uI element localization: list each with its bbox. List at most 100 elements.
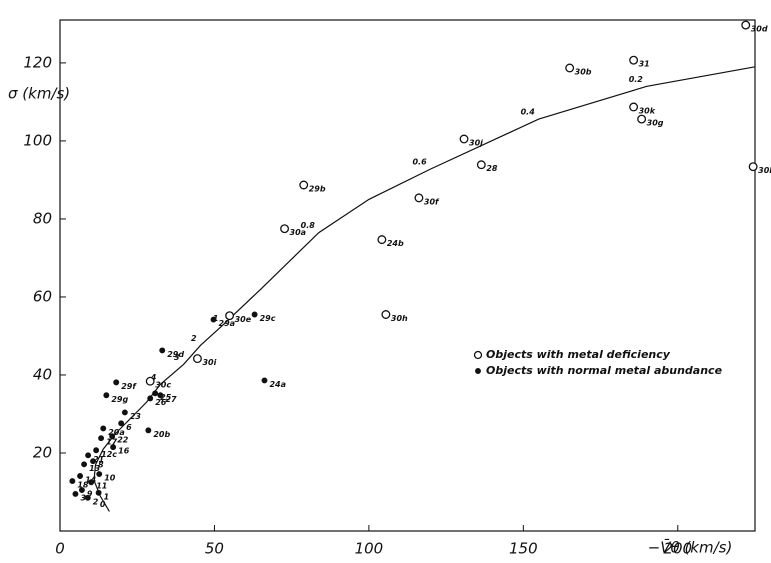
point-label: 18 <box>77 481 89 490</box>
point-label: 20b <box>153 430 170 439</box>
point-label: 20a <box>108 428 125 437</box>
y-tick-label: 40 <box>33 365 52 383</box>
filled-point <box>72 490 79 497</box>
curve-label: 0.4 <box>521 108 536 117</box>
legend-marker <box>473 350 483 360</box>
point-label: 12c <box>101 450 117 459</box>
filled-point <box>95 489 102 496</box>
filled-point <box>93 447 100 454</box>
point-label: 30g <box>647 119 664 128</box>
curve-label: 0 <box>100 500 106 509</box>
filled-point <box>159 347 166 354</box>
filled-point <box>98 435 105 442</box>
x-tick-label: 150 <box>509 540 538 558</box>
open-point <box>414 193 424 203</box>
legend-marker <box>475 368 481 374</box>
point-label: 11 <box>96 482 107 491</box>
point-label: 21 <box>93 455 104 464</box>
filled-point <box>210 316 217 323</box>
filled-point <box>113 379 120 386</box>
open-point <box>748 162 758 172</box>
point-label: 24a <box>269 380 286 389</box>
point-label: 29b <box>309 185 326 194</box>
open-point <box>381 310 391 319</box>
point-label: 30k <box>639 106 656 115</box>
point-label: 6 <box>126 423 132 432</box>
point-label: 30c <box>155 381 171 390</box>
point-label: 1 <box>104 492 110 501</box>
point-label: 28 <box>486 164 498 173</box>
point-label: 30h <box>391 314 408 323</box>
point-label: 30a <box>290 228 307 237</box>
filled-point <box>77 473 84 479</box>
filled-point <box>103 392 110 399</box>
open-point <box>629 102 639 112</box>
point-label: 10 <box>104 474 116 483</box>
point-label: 31 <box>639 60 650 69</box>
filled-point <box>88 479 95 486</box>
point-label: 30f <box>424 197 440 206</box>
point-label: 30b <box>575 67 592 76</box>
curve-label: 0.2 <box>629 75 644 84</box>
open-point <box>637 114 647 124</box>
filled-point <box>118 420 125 427</box>
point-label: 29a <box>219 319 236 328</box>
filled-point <box>261 377 268 384</box>
curve-label: 3 <box>174 353 180 362</box>
point-label: 14 <box>85 475 97 484</box>
filled-point <box>85 452 92 459</box>
x-tick-label: 200 <box>663 540 692 558</box>
point-label: 26 <box>155 398 167 407</box>
point-label: 8 <box>98 461 104 470</box>
legend-label: Objects with normal metal abundance <box>486 364 723 377</box>
open-point <box>280 224 290 234</box>
filled-point <box>251 311 258 318</box>
open-point <box>629 55 639 65</box>
filled-point <box>121 409 128 416</box>
filled-point <box>90 458 97 465</box>
legend-label: Objects with metal deficiency <box>486 348 671 361</box>
open-point <box>299 180 309 190</box>
filled-point <box>69 478 76 485</box>
open-point <box>193 354 202 364</box>
open-point <box>565 63 575 73</box>
filled-point <box>84 494 91 501</box>
curve-label: 0.6 <box>412 158 427 167</box>
filled-point <box>145 427 152 434</box>
point-label: 2 <box>93 497 99 506</box>
open-point <box>377 235 387 245</box>
point-label: 29g <box>111 395 128 404</box>
point-label: 30i <box>202 358 216 367</box>
filled-point <box>100 425 107 432</box>
filled-point <box>110 444 117 451</box>
point-label: 3 <box>80 493 86 502</box>
point-label: 27 <box>165 395 177 404</box>
point-label: 30l <box>758 166 771 175</box>
open-point <box>741 20 751 30</box>
open-point <box>476 160 486 170</box>
point-label: 16 <box>118 447 130 456</box>
curve-label: 4 <box>150 373 157 382</box>
x-tick-label: 100 <box>355 540 384 558</box>
filled-point <box>96 471 103 477</box>
point-label: 24b <box>387 239 404 248</box>
point-label: 13 <box>89 464 101 473</box>
y-axis-label: σ (km/s) <box>8 85 70 103</box>
point-label: 30j <box>469 138 483 147</box>
filled-point <box>109 433 116 440</box>
point-label: 29c <box>260 314 276 323</box>
y-tick-label: 100 <box>23 131 52 149</box>
plot-frame <box>59 19 756 532</box>
y-tick-label: 60 <box>33 287 52 305</box>
model-curve <box>93 66 756 512</box>
x-tick-label: 50 <box>205 540 224 558</box>
point-label: 29d <box>167 350 184 359</box>
point-label: 23 <box>130 412 142 421</box>
x-tick-label: 0 <box>55 540 65 558</box>
point-label: 9 <box>87 490 93 499</box>
point-label: 25 <box>160 393 172 402</box>
filled-point <box>81 461 88 468</box>
filled-point <box>78 487 85 493</box>
point-label: 30d <box>751 25 768 34</box>
